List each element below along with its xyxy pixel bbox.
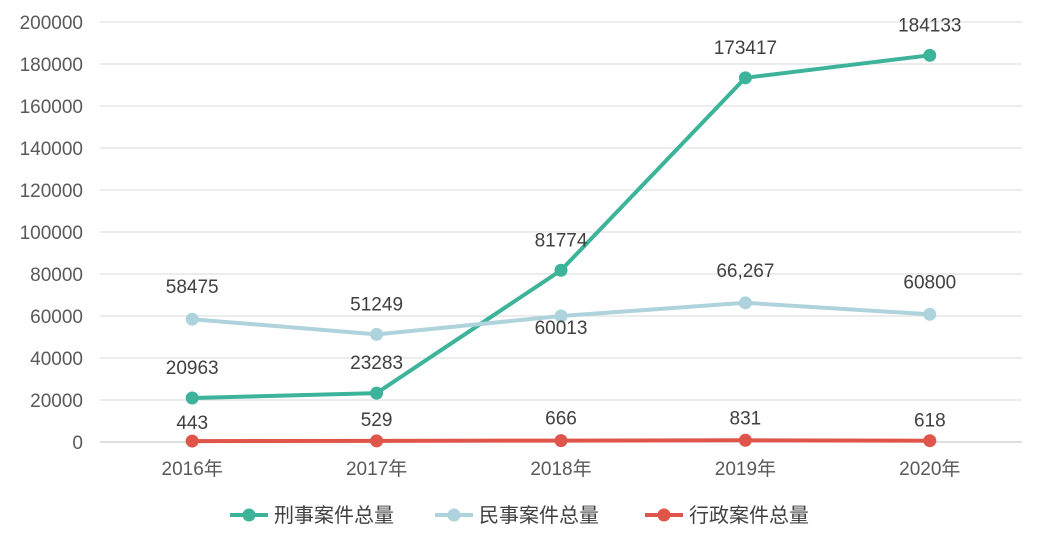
legend-label: 行政案件总量 bbox=[689, 503, 809, 527]
y-tick-label: 40000 bbox=[30, 349, 83, 370]
series-point bbox=[923, 434, 937, 448]
y-tick-label: 180000 bbox=[20, 55, 83, 76]
data-label: 20963 bbox=[166, 358, 219, 379]
data-label: 443 bbox=[176, 413, 208, 434]
data-label: 666 bbox=[545, 409, 577, 430]
series-point bbox=[554, 434, 568, 448]
x-tick-label: 2019年 bbox=[715, 458, 776, 480]
x-tick-label: 2020年 bbox=[899, 458, 960, 480]
x-axis: 2016年 2017年 2018年 2019年 2020年 bbox=[162, 458, 961, 480]
data-label: 184133 bbox=[898, 15, 961, 36]
y-tick-label: 120000 bbox=[20, 181, 83, 202]
data-label: 60013 bbox=[535, 318, 588, 339]
series-point bbox=[370, 434, 384, 448]
series-point bbox=[185, 434, 199, 448]
data-labels: 20963 23283 81774 173417 184133 58475 51249 600… bbox=[166, 15, 962, 434]
data-label: 51249 bbox=[350, 294, 403, 315]
series-point bbox=[738, 71, 752, 85]
y-tick-label: 20000 bbox=[30, 391, 83, 412]
legend-swatch-marker bbox=[447, 508, 461, 522]
series-group bbox=[185, 48, 937, 448]
x-tick-label: 2017年 bbox=[346, 458, 407, 480]
y-tick-label: 60000 bbox=[30, 307, 83, 328]
series-line bbox=[192, 53, 931, 400]
series-point bbox=[554, 263, 568, 277]
x-tick-label: 2016年 bbox=[162, 458, 223, 480]
x-tick-label: 2018年 bbox=[530, 458, 591, 480]
series-point bbox=[370, 327, 384, 341]
y-tick-label: 100000 bbox=[20, 223, 83, 244]
data-label: 23283 bbox=[350, 353, 403, 374]
legend-label: 刑事案件总量 bbox=[274, 503, 394, 527]
data-label: 831 bbox=[730, 408, 762, 429]
series-point bbox=[185, 391, 199, 405]
data-label: 60800 bbox=[903, 272, 956, 293]
data-label: 81774 bbox=[535, 230, 588, 251]
legend-swatch-marker bbox=[657, 508, 671, 522]
data-label: 58475 bbox=[166, 277, 219, 298]
y-axis: 0 20000 40000 60000 80000 100000 120000 140000 1… bbox=[20, 13, 83, 454]
series-point bbox=[554, 309, 568, 323]
data-label: 529 bbox=[361, 410, 393, 431]
data-label: 66,267 bbox=[716, 261, 774, 282]
legend-label: 民事案件总量 bbox=[479, 503, 599, 527]
series-point bbox=[923, 307, 937, 321]
series-point bbox=[738, 296, 752, 310]
y-tick-label: 0 bbox=[72, 433, 83, 454]
data-label: 618 bbox=[914, 411, 946, 432]
y-tick-label: 80000 bbox=[30, 265, 83, 286]
series-point bbox=[185, 312, 199, 326]
series-point bbox=[738, 433, 752, 447]
y-tick-label: 140000 bbox=[20, 139, 83, 160]
series-point bbox=[923, 48, 937, 62]
y-tick-label: 160000 bbox=[20, 97, 83, 118]
legend: 刑事案件总量 民事案件总量 行政案件总量 bbox=[230, 503, 809, 527]
series-point bbox=[370, 386, 384, 400]
data-label: 173417 bbox=[714, 38, 777, 59]
y-tick-label: 200000 bbox=[20, 13, 83, 34]
legend-swatch-marker bbox=[242, 508, 256, 522]
